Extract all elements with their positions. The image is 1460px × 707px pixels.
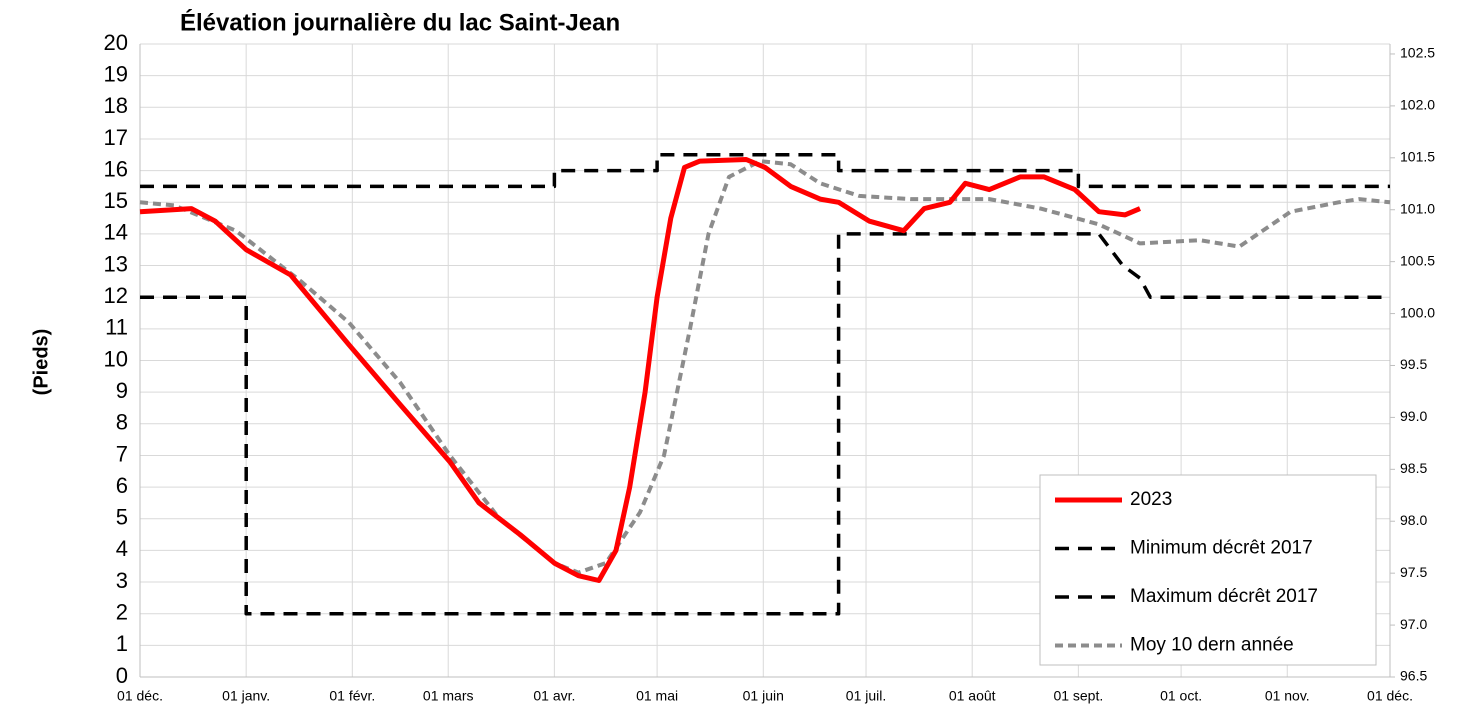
x-tick-label: 01 déc. bbox=[1367, 688, 1413, 704]
legend-label: Moy 10 dern année bbox=[1130, 635, 1294, 656]
x-tick-label: 01 févr. bbox=[329, 688, 375, 704]
series-line bbox=[140, 153, 1390, 189]
y2-tick-label: 98.0 bbox=[1400, 512, 1427, 528]
x-tick-label: 01 déc. bbox=[117, 688, 163, 704]
y2-tick-label: 98.5 bbox=[1400, 460, 1427, 476]
y-tick-label: 1 bbox=[116, 631, 128, 656]
y2-tick-label: 97.0 bbox=[1400, 616, 1427, 632]
y-tick-label: 4 bbox=[116, 536, 128, 561]
y2-tick-label: 100.0 bbox=[1400, 304, 1435, 320]
y-axis-label: (Pieds) bbox=[30, 329, 52, 396]
y-tick-label: 8 bbox=[116, 410, 128, 435]
y-tick-label: 17 bbox=[104, 125, 128, 150]
y-tick-label: 15 bbox=[104, 188, 128, 213]
y2-tick-label: 96.5 bbox=[1400, 668, 1427, 684]
y-tick-label: 10 bbox=[104, 346, 128, 371]
x-tick-label: 01 nov. bbox=[1265, 688, 1310, 704]
x-tick-label: 01 mars bbox=[423, 688, 474, 704]
x-tick-label: 01 sept. bbox=[1053, 688, 1103, 704]
y-tick-label: 6 bbox=[116, 473, 128, 498]
y2-tick-label: 101.5 bbox=[1400, 149, 1435, 165]
y-tick-label: 14 bbox=[104, 220, 128, 245]
x-tick-label: 01 juil. bbox=[846, 688, 886, 704]
y2-tick-label: 101.0 bbox=[1400, 200, 1435, 216]
y-tick-label: 3 bbox=[116, 568, 128, 593]
series-line bbox=[139, 159, 1391, 575]
y-tick-label: 19 bbox=[104, 61, 128, 86]
y-tick-label: 2 bbox=[116, 600, 128, 625]
legend-label: Maximum décrêt 2017 bbox=[1130, 586, 1318, 607]
y2-tick-label: 97.5 bbox=[1400, 564, 1427, 580]
y-tick-label: 13 bbox=[104, 251, 128, 276]
y-tick-label: 11 bbox=[105, 315, 128, 340]
x-tick-label: 01 janv. bbox=[222, 688, 270, 704]
y-tick-label: 12 bbox=[104, 283, 128, 308]
chart-title: Élévation journalière du lac Saint-Jean bbox=[180, 8, 620, 36]
y2-tick-label: 100.5 bbox=[1400, 252, 1435, 268]
x-tick-label: 01 oct. bbox=[1160, 688, 1202, 704]
x-tick-label: 01 avr. bbox=[533, 688, 575, 704]
y-tick-label: 7 bbox=[116, 441, 128, 466]
legend-box bbox=[1039, 474, 1377, 666]
y2-tick-label: 99.0 bbox=[1400, 408, 1427, 424]
y-tick-label: 9 bbox=[116, 378, 128, 403]
x-tick-label: 01 juin bbox=[743, 688, 784, 704]
x-tick-label: 01 mai bbox=[636, 688, 678, 704]
series-line bbox=[139, 157, 1141, 583]
x-tick-label: 01 août bbox=[949, 688, 996, 704]
y-tick-label: 18 bbox=[104, 93, 128, 118]
y-tick-label: 16 bbox=[104, 156, 128, 181]
series-line bbox=[140, 232, 1390, 616]
y-tick-label: 20 bbox=[104, 30, 128, 55]
y2-tick-label: 102.0 bbox=[1400, 97, 1435, 113]
y-tick-label: 5 bbox=[116, 505, 128, 530]
y-tick-label: 0 bbox=[116, 663, 128, 688]
legend-label: Minimum décrêt 2017 bbox=[1130, 538, 1313, 559]
y2-tick-label: 102.5 bbox=[1400, 45, 1435, 61]
y2-tick-label: 99.5 bbox=[1400, 356, 1427, 372]
legend-label: 2023 bbox=[1130, 489, 1172, 510]
